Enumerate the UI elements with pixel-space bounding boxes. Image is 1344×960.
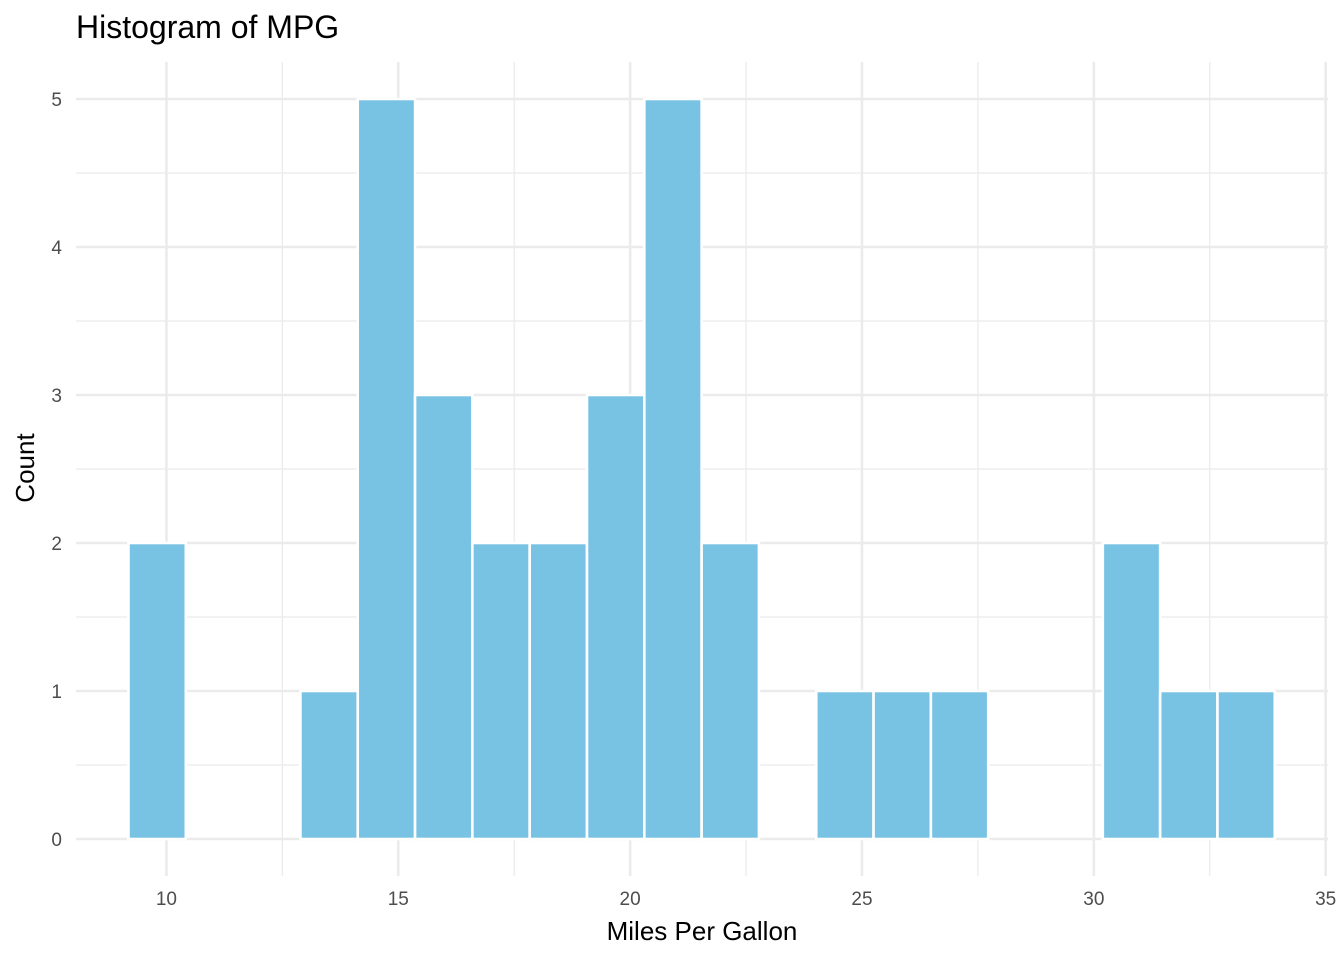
histogram-bar [356,97,417,841]
x-tick-label: 20 [620,889,641,910]
x-axis-title: Miles Per Gallon [607,916,798,946]
histogram-bar [471,541,531,841]
y-axis-title: Count [10,433,40,503]
histogram-bar [413,393,474,841]
chart-title: Histogram of MPG [76,9,339,45]
histogram-bar [1158,689,1219,841]
histogram-bar [1101,541,1162,841]
axis-tick-labels: 10 15 20 25 30 35 0 1 2 3 4 5 [51,90,1336,910]
y-tick-label: 4 [51,238,62,259]
y-tick-label: 3 [51,386,62,407]
histogram-bar [127,541,188,841]
histogram-bar [872,689,933,841]
y-tick-label: 2 [51,534,62,555]
x-tick-label: 35 [1315,889,1336,910]
x-tick-label: 30 [1083,889,1104,910]
histogram-bar [643,97,703,841]
y-tick-label: 5 [51,90,62,111]
histogram-bar [929,689,990,841]
histogram-bar [528,541,589,841]
histogram-bar [700,541,761,841]
x-tick-label: 10 [156,889,177,910]
x-tick-label: 25 [851,889,872,910]
y-tick-label: 1 [51,682,62,703]
histogram-bar [1216,689,1277,841]
x-tick-label: 15 [388,889,409,910]
histogram-bar [814,689,875,841]
y-tick-label: 0 [51,830,62,851]
histogram-bars [127,97,1277,841]
histogram-bar [585,393,646,841]
histogram-bar [299,689,360,841]
